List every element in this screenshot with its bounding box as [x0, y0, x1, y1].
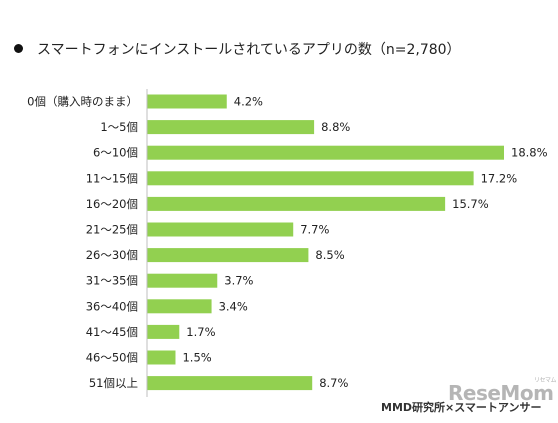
- chart-title: スマートフォンにインストールされているアプリの数（n=2,780）: [14, 39, 461, 59]
- bar: [147, 171, 474, 186]
- bars-layer: 0個（購入時のまま） 4.2% 1～5個 8.8% 6～10個 18.8% 11～15個 17…: [27, 94, 548, 391]
- value-label: 8.8%: [321, 120, 350, 134]
- bar: [147, 299, 212, 314]
- category-label: 21～25個: [86, 223, 138, 237]
- value-label: 1.7%: [186, 325, 215, 339]
- value-label: 8.5%: [315, 248, 344, 262]
- source-note: MMD研究所×スマートアンサー: [381, 401, 542, 414]
- value-label: 7.7%: [300, 223, 329, 237]
- value-label: 4.2%: [234, 95, 263, 109]
- value-label: 17.2%: [481, 171, 518, 185]
- bar: [147, 120, 315, 135]
- bar: [147, 248, 309, 263]
- value-label: 8.7%: [319, 376, 348, 390]
- bar: [147, 324, 180, 339]
- value-label: 3.7%: [224, 274, 253, 288]
- resemom-logo: ReseMom リセマム: [448, 377, 557, 405]
- category-label: 11～15個: [86, 171, 138, 185]
- bar: [147, 273, 218, 288]
- category-label: 16～20個: [86, 197, 138, 211]
- category-label: 36～40個: [86, 299, 138, 313]
- bar: [147, 145, 504, 160]
- bar: [147, 94, 227, 109]
- category-label: 6～10個: [93, 146, 138, 160]
- value-label: 18.8%: [511, 146, 548, 160]
- category-label: 41～45個: [86, 325, 138, 339]
- bar: [147, 222, 294, 237]
- category-label: 0個（購入時のまま）: [27, 95, 138, 109]
- watermark-ruby: リセマム: [534, 377, 557, 384]
- value-label: 15.7%: [452, 197, 489, 211]
- category-label: 51個以上: [89, 376, 138, 390]
- bar: [147, 350, 176, 365]
- category-label: 31～35個: [86, 274, 138, 288]
- bar: [147, 376, 313, 391]
- value-label: 1.5%: [182, 351, 211, 365]
- category-label: 26～30個: [86, 248, 138, 262]
- bar: [147, 196, 446, 211]
- chart-title-text: スマートフォンにインストールされているアプリの数（n=2,780）: [37, 42, 461, 58]
- value-label: 3.4%: [219, 299, 248, 313]
- category-label: 46～50個: [86, 351, 138, 365]
- bullet-icon: [14, 44, 23, 53]
- watermark-text: ReseMom: [448, 381, 554, 405]
- category-label: 1～5個: [100, 120, 138, 134]
